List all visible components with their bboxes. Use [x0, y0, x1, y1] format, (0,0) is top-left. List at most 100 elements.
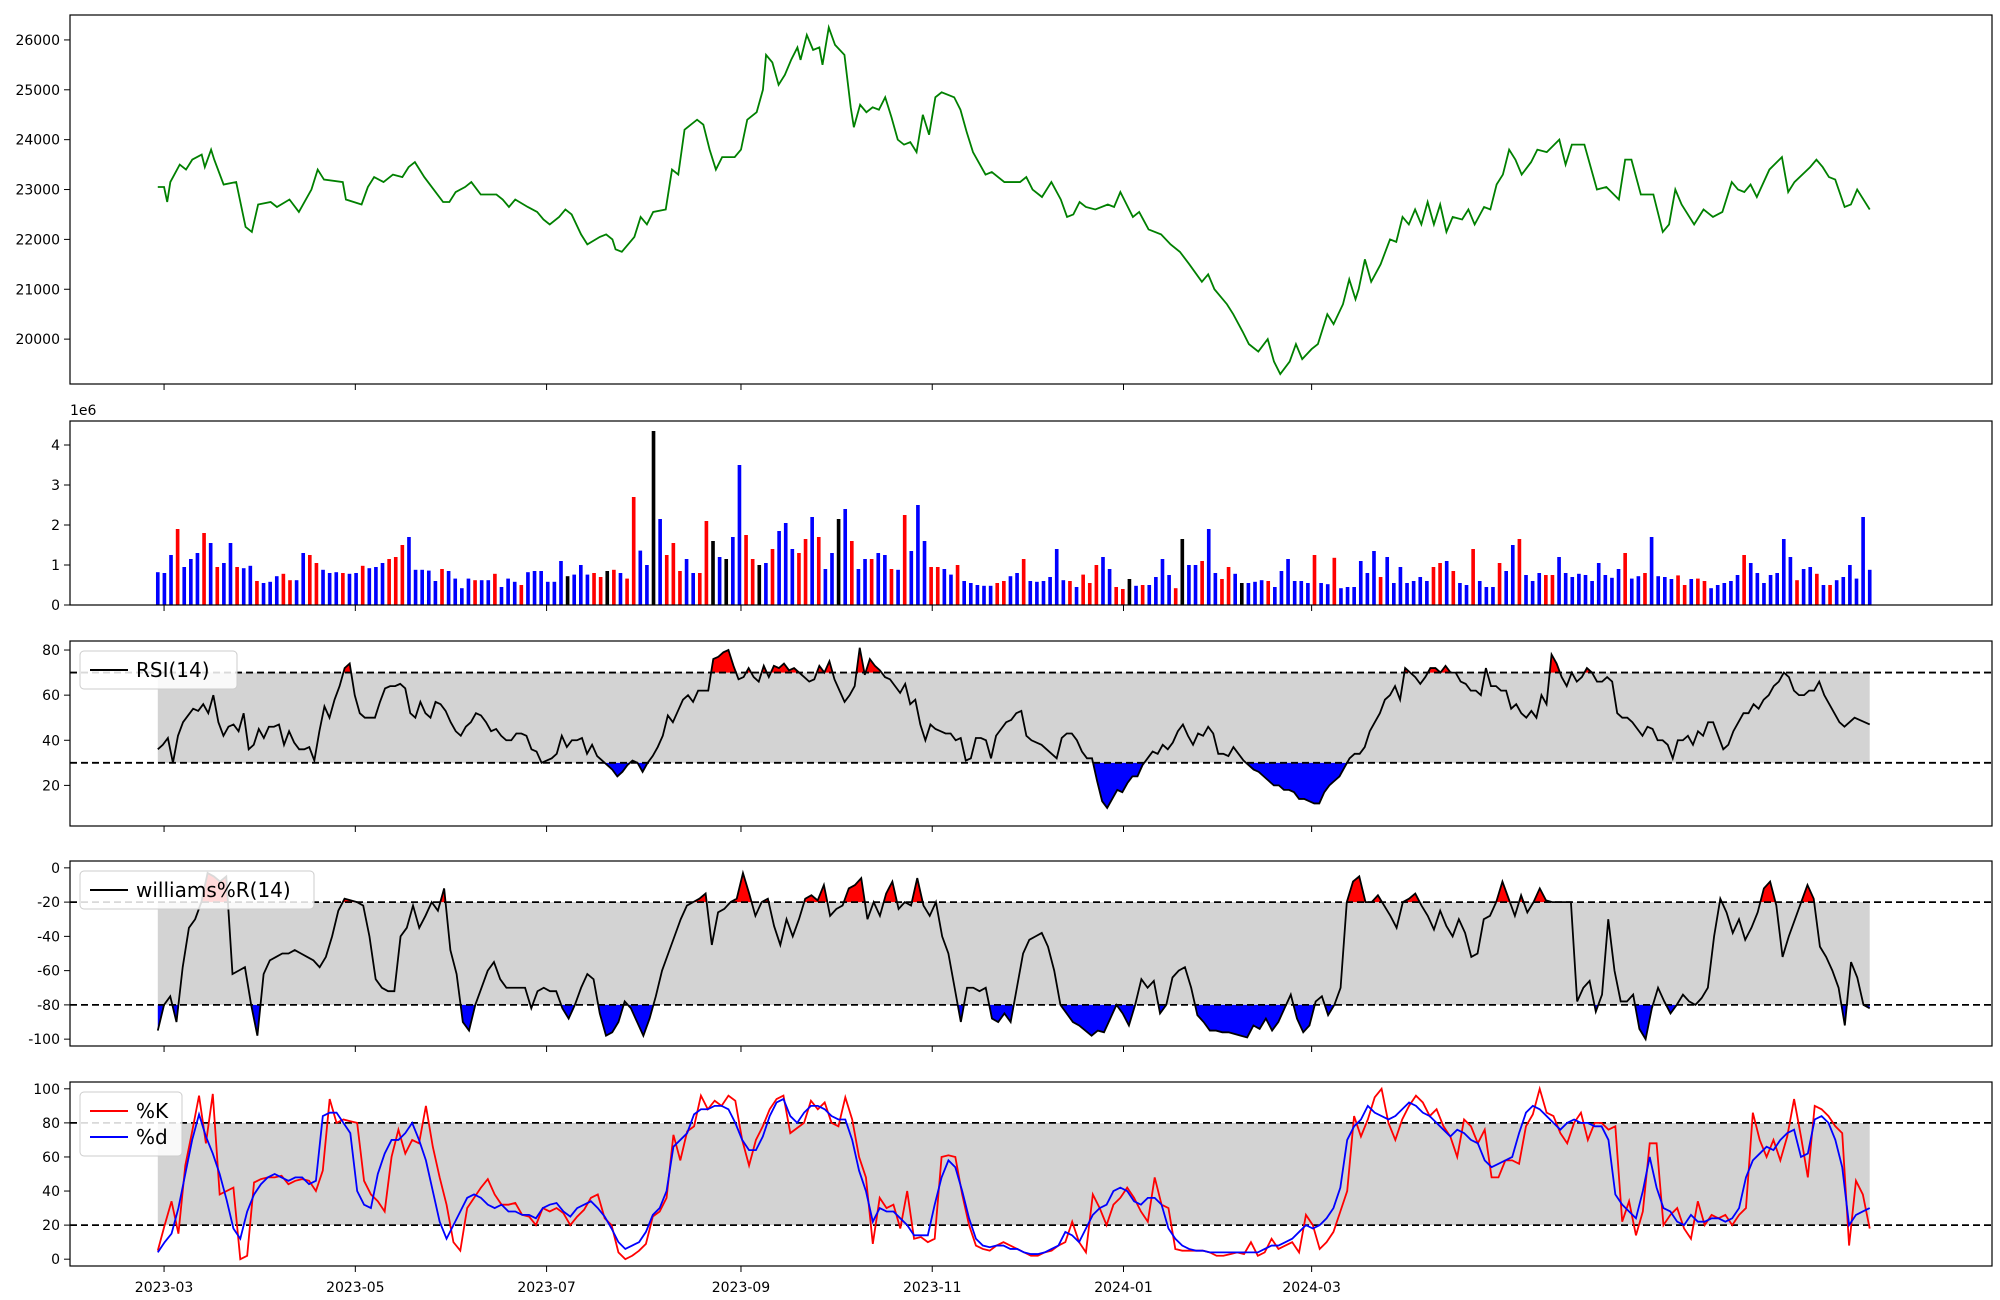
volume-bar: [1464, 585, 1469, 605]
stochastic-frame: [69, 1081, 1993, 1267]
volume-bar: [1616, 569, 1621, 605]
williams-ytick-label: -60: [37, 964, 60, 980]
rsi-oversold-fill: [637, 762, 648, 772]
volume-bar: [294, 580, 299, 605]
volume-bar: [1239, 583, 1244, 605]
volume-bar: [1696, 578, 1700, 605]
volume-bar: [902, 515, 907, 605]
volume-bar: [1173, 588, 1178, 605]
volume-bar: [1312, 555, 1317, 605]
volume-bar: [631, 497, 636, 605]
stochastic-ytick-label: 60: [42, 1150, 60, 1166]
volume-bar: [1418, 577, 1423, 605]
volume-bar: [1544, 575, 1548, 605]
volume-bar: [380, 563, 385, 605]
volume-bar: [1021, 559, 1026, 605]
volume-bar: [420, 569, 424, 605]
volume-bar: [426, 570, 431, 605]
volume-bar: [1755, 573, 1760, 605]
volume-bar: [645, 565, 649, 605]
volume-bar: [625, 578, 629, 605]
volume-bar: [512, 581, 517, 605]
volume-bar: [1848, 565, 1852, 605]
volume-bar: [545, 581, 550, 605]
volume-bar: [605, 571, 610, 605]
volume-bar: [1861, 517, 1865, 605]
x-tick-label: 2024-01: [1094, 1280, 1153, 1296]
volume-bar: [1491, 587, 1495, 605]
volume-bar: [1213, 573, 1218, 605]
volume-bar: [1306, 583, 1310, 605]
x-tick-label: 2023-03: [135, 1280, 194, 1296]
volume-bar: [155, 572, 160, 605]
volume-bar: [393, 557, 398, 605]
volume-bar: [578, 565, 583, 605]
volume-bar: [717, 557, 722, 605]
volume-bar: [1451, 571, 1456, 605]
stochastic-legend: [79, 1091, 183, 1157]
volume-bar: [288, 580, 292, 605]
volume-bar: [552, 581, 557, 605]
volume-bar: [1781, 539, 1786, 605]
volume-ytick-label: 0: [51, 598, 60, 614]
volume-bar: [1563, 573, 1568, 605]
volume-bar: [1378, 577, 1383, 605]
volume-bar: [446, 571, 451, 605]
williams-overbought-fill: [1496, 881, 1510, 903]
volume-bar: [1629, 578, 1634, 605]
volume-bar: [724, 559, 729, 605]
volume-bar: [1815, 573, 1819, 605]
volume-bar: [982, 585, 986, 605]
volume-bar: [1735, 575, 1740, 605]
volume-bar: [1292, 581, 1297, 605]
volume-bar: [1385, 557, 1390, 605]
williams-oversold-fill: [460, 1004, 476, 1031]
stochastic-ytick-label: 20: [42, 1218, 60, 1234]
williams-line: [156, 869, 1871, 1042]
volume-bar: [962, 581, 966, 605]
volume-bar: [1352, 587, 1356, 605]
volume-bar: [750, 559, 755, 605]
volume-bar: [1107, 569, 1112, 605]
volume-bar: [988, 585, 993, 605]
volume-bar: [235, 567, 239, 605]
volume-bar: [968, 583, 973, 605]
volume-bar: [691, 573, 695, 605]
rsi-overbought-fill: [1427, 668, 1441, 673]
volume-bar: [1279, 571, 1284, 605]
volume-bar: [1246, 583, 1251, 605]
volume-bar: [1828, 585, 1832, 605]
volume-bar: [1398, 567, 1403, 605]
volume-bar: [1458, 583, 1462, 605]
volume-bar: [1134, 585, 1138, 605]
volume-bar: [195, 553, 200, 605]
volume-bar: [1319, 583, 1323, 605]
volume-bar: [519, 585, 524, 605]
volume-bar: [1801, 569, 1806, 605]
volume-ytick-label: 4: [51, 438, 60, 454]
volume-bar: [334, 572, 339, 605]
williams-overbought-fill: [911, 878, 923, 903]
volume-bar: [1259, 580, 1264, 605]
volume-bar: [261, 583, 266, 605]
volume-bar: [241, 568, 246, 605]
volume-bar: [354, 573, 358, 605]
volume-bar: [1054, 549, 1059, 605]
rsi-frame: [69, 640, 1993, 827]
volume-bar: [618, 573, 623, 605]
volume-bar: [413, 569, 418, 605]
volume-bar: [671, 543, 676, 605]
volume-bar: [1154, 577, 1158, 605]
volume-bar: [1339, 588, 1343, 605]
volume-bar: [1841, 577, 1846, 605]
volume-bar: [1795, 580, 1799, 605]
volume-bar: [175, 529, 180, 605]
price-ytick-label: 22000: [15, 232, 60, 248]
volume-bar: [816, 537, 821, 605]
volume-bar: [1643, 573, 1647, 605]
stochastic-k-line: [156, 1085, 1871, 1261]
volume-bar: [1180, 539, 1185, 605]
volume-bar: [1411, 581, 1416, 605]
volume-bar: [830, 553, 834, 605]
williams-oversold-fill: [1635, 1004, 1653, 1040]
